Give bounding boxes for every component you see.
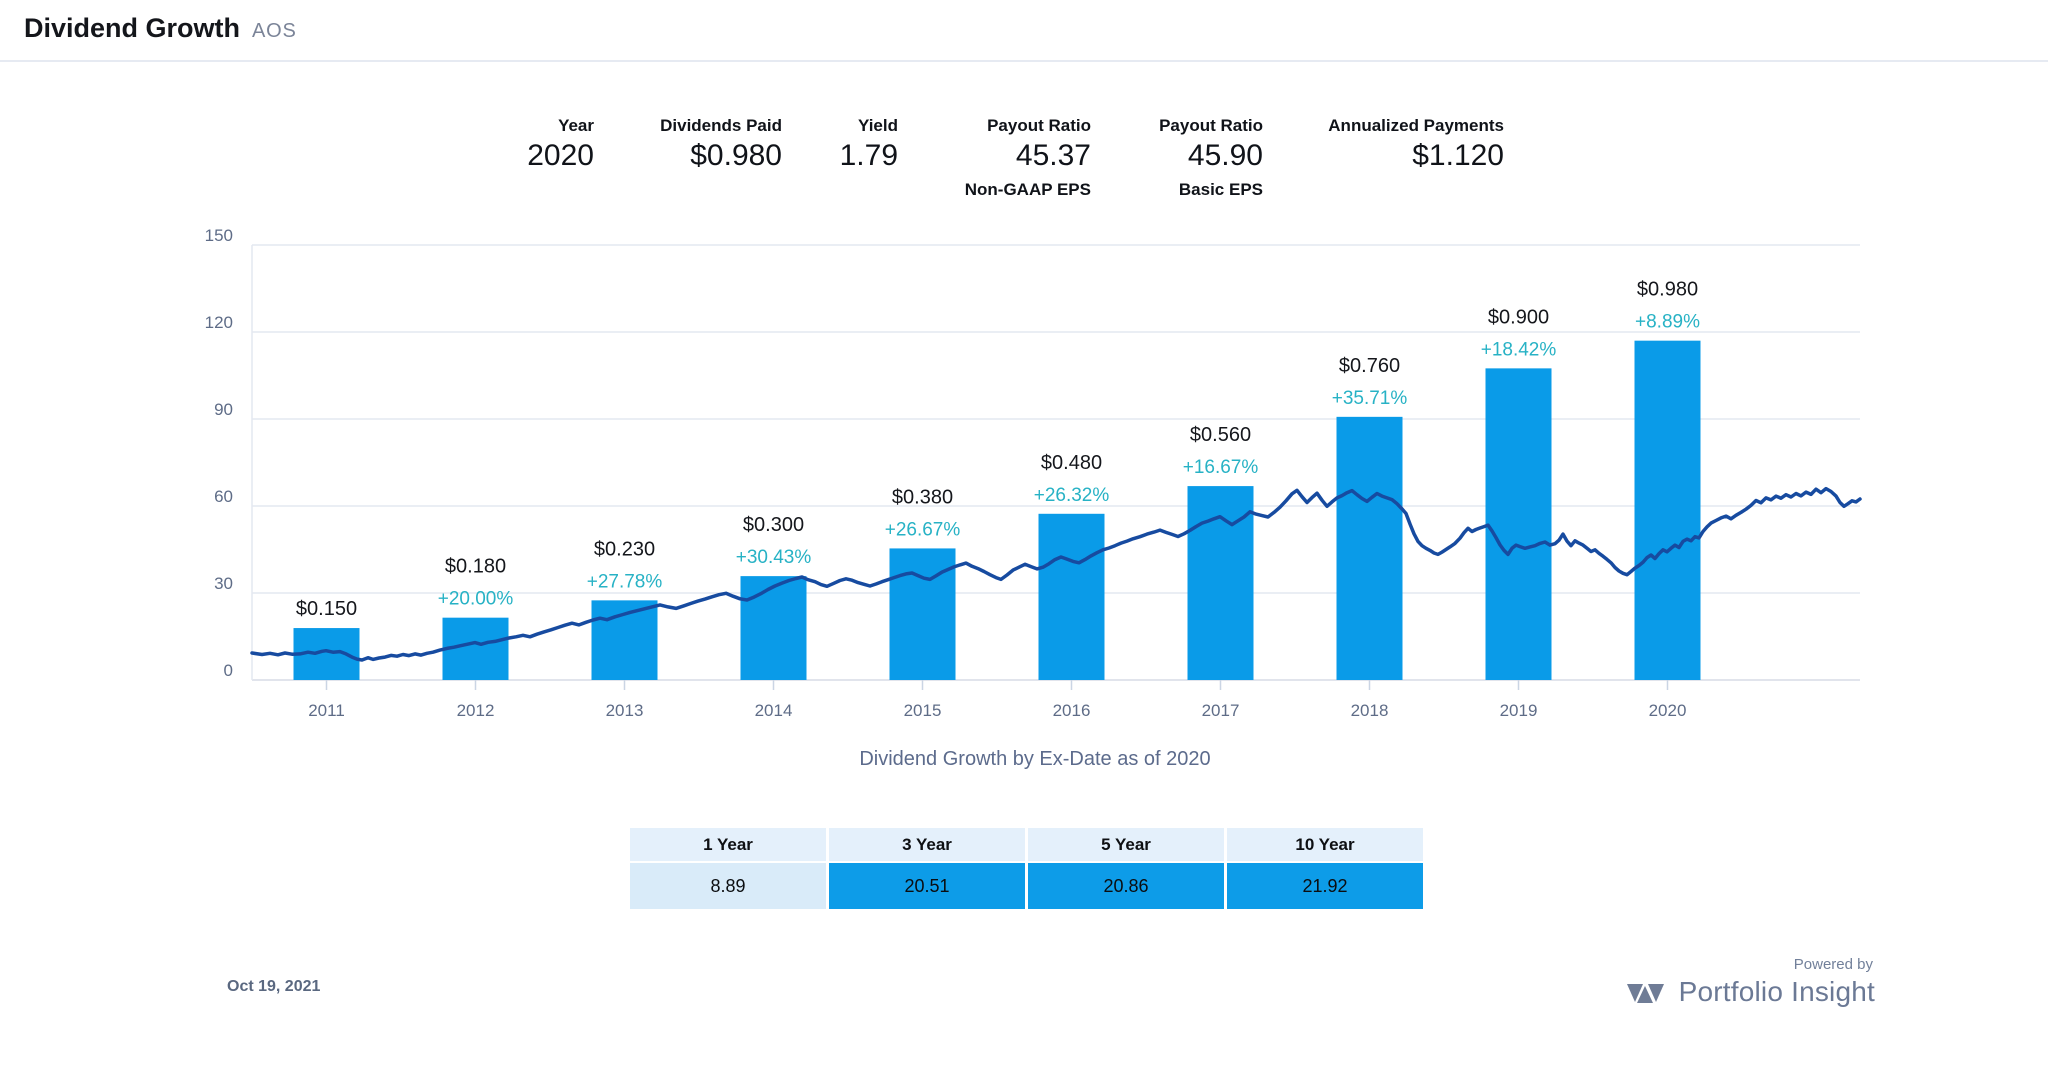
bar-growth-label-2014: +30.43% xyxy=(736,547,812,568)
y-axis-label-90: 90 xyxy=(214,400,233,419)
powered-by-block: Powered by Portfolio Insight xyxy=(1626,956,1875,1008)
bar-growth-label-2015: +26.67% xyxy=(885,519,961,540)
table-header-5-year: 5 Year xyxy=(1028,828,1224,861)
table-value-1-year: 8.89 xyxy=(630,863,826,909)
bar-growth-label-2020: +8.89% xyxy=(1635,312,1700,333)
bar-amount-label-2013: $0.230 xyxy=(594,538,655,560)
stat-year: Year 2020 xyxy=(527,116,594,174)
stat-value: 45.37 xyxy=(1015,139,1091,172)
y-axis-label-30: 30 xyxy=(214,574,233,593)
x-axis-year-label-2015: 2015 xyxy=(904,701,942,720)
table-value-5-year: 20.86 xyxy=(1028,863,1224,909)
stat-value: 1.79 xyxy=(839,139,898,172)
stat-sublabel: Non-GAAP EPS xyxy=(964,180,1091,199)
dividend-bar-2015[interactable] xyxy=(889,548,956,680)
bar-amount-label-2011: $0.150 xyxy=(296,598,357,620)
as-of-date: Oct 19, 2021 xyxy=(227,978,321,995)
bar-growth-label-2018: +35.71% xyxy=(1332,388,1408,409)
portfolio-insight-logo-icon xyxy=(1626,983,1664,1003)
x-axis-year-label-2014: 2014 xyxy=(755,701,793,720)
stat-yield: Yield 1.79 xyxy=(840,116,898,174)
bar-growth-label-2013: +27.78% xyxy=(587,571,663,592)
stat-value: 2020 xyxy=(527,139,594,172)
stat-value: $1.120 xyxy=(1412,139,1504,172)
page-title: Dividend Growth AOS xyxy=(24,13,297,44)
x-axis-year-label-2016: 2016 xyxy=(1053,701,1091,720)
bar-amount-label-2018: $0.760 xyxy=(1339,355,1400,377)
stat-sublabel: Basic EPS xyxy=(1178,180,1263,199)
stat-annualized-payments: Annualized Payments $1.120 xyxy=(1328,116,1504,174)
ticker-symbol: AOS xyxy=(252,20,297,42)
chart-caption: Dividend Growth by Ex-Date as of 2020 xyxy=(859,748,1211,770)
bar-growth-label-2012: +20.00% xyxy=(438,589,514,610)
y-axis-label-0: 0 xyxy=(224,661,233,680)
stat-value: 45.90 xyxy=(1187,139,1263,172)
x-axis-year-label-2012: 2012 xyxy=(457,701,495,720)
x-axis-year-label-2018: 2018 xyxy=(1351,701,1389,720)
stat-label: Year xyxy=(558,116,594,135)
y-axis-label-60: 60 xyxy=(214,487,233,506)
bar-growth-label-2017: +16.67% xyxy=(1183,457,1259,478)
stock-price-line[interactable] xyxy=(250,486,1862,662)
bar-growth-label-2019: +18.42% xyxy=(1481,339,1557,360)
bar-amount-label-2014: $0.300 xyxy=(743,514,804,536)
stat-payout-ratio-basic: Payout Ratio 45.90 Basic EPS xyxy=(1159,116,1263,200)
dividend-bar-2020[interactable] xyxy=(1634,340,1701,680)
stat-payout-ratio-non-gaap: Payout Ratio 45.37 Non-GAAP EPS xyxy=(965,116,1091,200)
bar-amount-label-2012: $0.180 xyxy=(445,556,506,578)
x-axis-year-label-2020: 2020 xyxy=(1649,701,1687,720)
stat-label: Annualized Payments xyxy=(1328,116,1504,135)
stat-label: Payout Ratio xyxy=(1159,116,1263,135)
dividend-bar-2016[interactable] xyxy=(1038,513,1105,680)
bar-amount-label-2019: $0.900 xyxy=(1488,306,1549,328)
bar-amount-label-2016: $0.480 xyxy=(1041,452,1102,474)
portfolio-insight-brand: Portfolio Insight xyxy=(1678,976,1875,1007)
x-axis-year-label-2019: 2019 xyxy=(1500,701,1538,720)
table-value-3-year: 20.51 xyxy=(829,863,1025,909)
x-axis-year-label-2013: 2013 xyxy=(606,701,644,720)
bar-amount-label-2015: $0.380 xyxy=(892,486,953,508)
x-axis-year-label-2017: 2017 xyxy=(1202,701,1240,720)
page-title-text: Dividend Growth xyxy=(24,13,240,43)
stat-value: $0.980 xyxy=(690,139,782,172)
powered-by-label: Powered by xyxy=(1793,956,1873,973)
table-header-1-year: 1 Year xyxy=(630,828,826,861)
dividend-growth-chart: 0 30 60 90 120 150 $0.150 $0.180 +20.00% $0.230 +2… xyxy=(205,226,1862,720)
dividend-bar-2019[interactable] xyxy=(1485,368,1552,680)
dividend-bar-2014[interactable] xyxy=(740,576,807,680)
table-header-10-year: 10 Year xyxy=(1227,828,1423,861)
stat-dividends-paid: Dividends Paid $0.980 xyxy=(660,116,782,174)
stat-label: Dividends Paid xyxy=(660,116,782,135)
table-header-3-year: 3 Year xyxy=(829,828,1025,861)
y-axis-label-150: 150 xyxy=(205,226,233,245)
stat-label: Payout Ratio xyxy=(987,116,1091,135)
dividend-bar-2018[interactable] xyxy=(1336,416,1403,680)
x-axis-year-label-2011: 2011 xyxy=(308,701,345,720)
table-value-10-year: 21.92 xyxy=(1227,863,1423,909)
bar-amount-label-2017: $0.560 xyxy=(1190,424,1251,446)
y-axis-label-120: 120 xyxy=(205,313,233,332)
bar-amount-label-2020: $0.980 xyxy=(1637,279,1698,301)
page-header: Dividend Growth AOS xyxy=(0,0,2048,62)
stat-label: Yield xyxy=(858,116,898,135)
bar-growth-label-2016: +26.32% xyxy=(1034,485,1110,506)
trailing-returns-table: 1 Year 3 Year 5 Year 10 Year 8.89 20.51 … xyxy=(630,828,1423,909)
